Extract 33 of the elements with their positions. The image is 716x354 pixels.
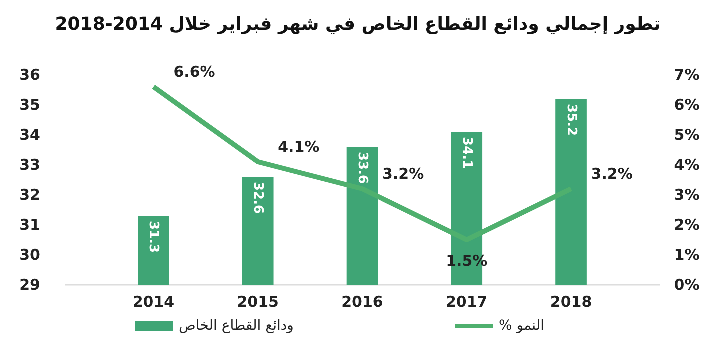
data-label: 32.6 — [250, 182, 266, 214]
y2-tick-label: 0% — [674, 276, 700, 294]
data-label: 34.1 — [459, 137, 474, 170]
x-tick-label: 2014 — [132, 293, 175, 311]
y-tick-label: 30 — [20, 246, 40, 264]
x-tick-label: 2016 — [342, 293, 384, 311]
data-label: 35.2 — [564, 104, 579, 136]
data-label: 4.1% — [278, 138, 320, 156]
y-tick-label: 33 — [20, 156, 40, 174]
y-tick-label: 36 — [20, 66, 40, 84]
y2-tick-label: 3% — [674, 186, 700, 204]
data-label: 33.6 — [355, 152, 370, 184]
y2-tick-label: 5% — [674, 126, 700, 144]
x-tick-label: 2015 — [237, 293, 279, 311]
x-tick-label: 2017 — [446, 293, 488, 311]
chart-title: تطور إجمالي ودائع القطاع الخاص في شهر فبراير خلال 2014-2018 — [55, 14, 661, 35]
y2-tick-label: 4% — [674, 156, 700, 174]
y2-tick-label: 1% — [674, 246, 700, 264]
y-tick-label: 31 — [20, 216, 40, 234]
y2-tick-label: 6% — [674, 96, 700, 114]
data-label: 3.2% — [591, 165, 633, 183]
data-label: 6.6% — [174, 63, 216, 81]
y-tick-label: 32 — [20, 186, 40, 204]
y2-tick-label: 7% — [674, 66, 700, 84]
legend-label: ودائع القطاع الخاص — [179, 318, 294, 334]
y-tick-label: 34 — [20, 126, 40, 144]
y2-tick-label: 2% — [674, 216, 700, 234]
y-tick-label: 29 — [20, 276, 40, 294]
data-label: 31.3 — [146, 221, 162, 254]
data-label: 3.2% — [382, 165, 424, 183]
legend-label: % النمو — [499, 318, 544, 334]
x-tick-label: 2018 — [550, 293, 592, 311]
y-tick-label: 35 — [20, 96, 40, 114]
